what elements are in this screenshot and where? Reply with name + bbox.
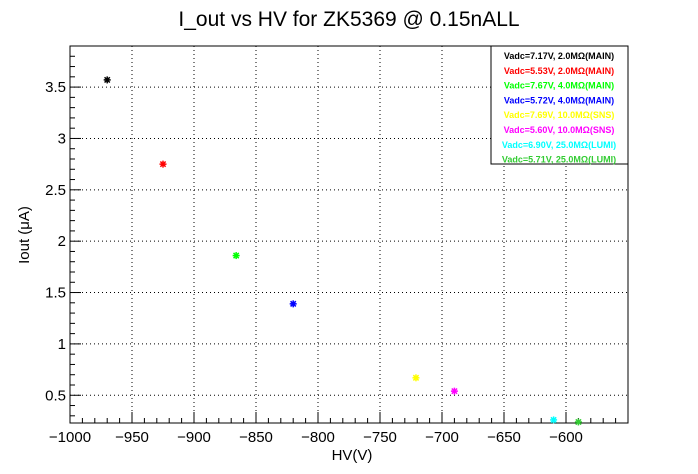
y-tick-label: 3.5 [45, 79, 66, 96]
legend-entry: Vadc=5.60V, 10.0MΩ(SNS) [504, 125, 615, 135]
data-point [232, 252, 240, 260]
data-point [450, 387, 458, 395]
legend-entry: Vadc=5.71V, 25.0MΩ(LUMI) [502, 155, 616, 165]
data-point [103, 76, 111, 84]
legend-entry: Vadc=7.67V, 4.0MΩ(MAIN) [504, 81, 614, 91]
data-points [103, 76, 582, 426]
legend-entry: Vadc=5.72V, 4.0MΩ(MAIN) [504, 95, 614, 105]
y-tick-label: 2.5 [45, 182, 66, 199]
x-tick-label: −600 [549, 429, 583, 446]
x-tick-label: −950 [115, 429, 149, 446]
legend: Vadc=7.17V, 2.0MΩ(MAIN) Vadc=5.53V, 2.0MΩ… [490, 45, 629, 165]
y-tick-label: 0.5 [45, 387, 66, 404]
plot-frame [69, 45, 629, 424]
x-tick-label: −900 [177, 429, 211, 446]
data-point [550, 416, 558, 424]
x-tick-label: −800 [301, 429, 335, 446]
data-point [289, 300, 297, 308]
x-tick-label: −850 [239, 429, 273, 446]
x-tick-label: −750 [363, 429, 397, 446]
legend-entry: Vadc=7.69V, 10.0MΩ(SNS) [504, 110, 615, 120]
x-tick-label: −700 [425, 429, 459, 446]
y-axis: 0.5 1 1.5 2 2.5 3 3.5 [45, 45, 81, 417]
x-axis: −1000 −950 −900 −850 −800 −750 −700 −650 −600 [49, 412, 617, 446]
x-axis-title: HV(V) [332, 447, 373, 464]
y-tick-label: 2 [58, 233, 66, 250]
y-tick-label: 3 [58, 130, 66, 147]
x-tick-label: −1000 [49, 429, 91, 446]
y-tick-label: 1 [58, 336, 66, 353]
legend-entry: Vadc=6.90V, 25.0MΩ(LUMI) [502, 140, 616, 150]
x-tick-label: −650 [487, 429, 521, 446]
y-axis-title: Iout (μA) [16, 206, 33, 264]
legend-entry: Vadc=5.53V, 2.0MΩ(MAIN) [504, 66, 614, 76]
y-tick-label: 1.5 [45, 285, 66, 302]
chart-title: I_out vs HV for ZK5369 @ 0.15nALL [178, 8, 519, 31]
data-point [412, 374, 420, 382]
legend-box [490, 45, 629, 165]
data-point [159, 160, 167, 168]
legend-entry: Vadc=7.17V, 2.0MΩ(MAIN) [504, 51, 614, 61]
data-point [574, 418, 582, 426]
